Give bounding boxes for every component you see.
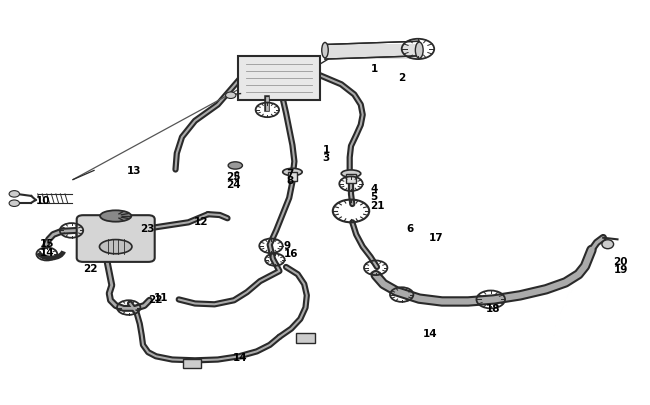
Text: 22: 22 xyxy=(148,294,162,304)
FancyBboxPatch shape xyxy=(288,173,297,181)
Text: 23: 23 xyxy=(140,224,154,234)
Text: 15: 15 xyxy=(40,239,55,249)
Text: 8: 8 xyxy=(286,176,293,186)
Text: 20: 20 xyxy=(614,256,628,266)
Text: 21: 21 xyxy=(370,201,385,211)
FancyBboxPatch shape xyxy=(238,57,320,101)
Text: 9: 9 xyxy=(283,240,291,250)
Text: 25: 25 xyxy=(226,171,240,181)
Circle shape xyxy=(9,191,20,198)
Text: 11: 11 xyxy=(154,293,168,303)
Ellipse shape xyxy=(602,240,614,249)
FancyBboxPatch shape xyxy=(325,45,419,60)
Text: 13: 13 xyxy=(127,165,141,175)
Ellipse shape xyxy=(415,43,423,59)
Ellipse shape xyxy=(341,171,361,178)
Text: 1: 1 xyxy=(322,145,330,155)
Circle shape xyxy=(9,200,20,207)
FancyBboxPatch shape xyxy=(346,174,356,183)
Circle shape xyxy=(226,93,236,99)
Text: 10: 10 xyxy=(36,196,50,205)
Text: 18: 18 xyxy=(486,304,500,313)
Text: 17: 17 xyxy=(429,232,443,242)
FancyBboxPatch shape xyxy=(77,216,155,262)
Text: 6: 6 xyxy=(406,224,413,234)
Text: 24: 24 xyxy=(226,179,240,189)
Text: 22: 22 xyxy=(83,263,98,273)
Text: 4: 4 xyxy=(370,183,378,193)
Text: 12: 12 xyxy=(194,217,208,227)
FancyBboxPatch shape xyxy=(183,359,201,369)
Text: 14: 14 xyxy=(233,352,247,362)
Text: 14: 14 xyxy=(40,247,55,257)
Text: 7: 7 xyxy=(286,168,293,178)
Ellipse shape xyxy=(99,240,132,254)
FancyBboxPatch shape xyxy=(296,333,315,343)
Text: 16: 16 xyxy=(283,248,298,258)
Ellipse shape xyxy=(228,162,242,170)
Ellipse shape xyxy=(322,43,328,59)
Text: 2: 2 xyxy=(398,73,406,83)
Text: 3: 3 xyxy=(322,153,330,163)
Text: 5: 5 xyxy=(370,192,378,201)
Text: 19: 19 xyxy=(614,264,628,274)
Text: 14: 14 xyxy=(423,328,438,338)
Ellipse shape xyxy=(100,211,131,222)
Text: 1: 1 xyxy=(370,64,378,74)
Ellipse shape xyxy=(283,169,302,176)
